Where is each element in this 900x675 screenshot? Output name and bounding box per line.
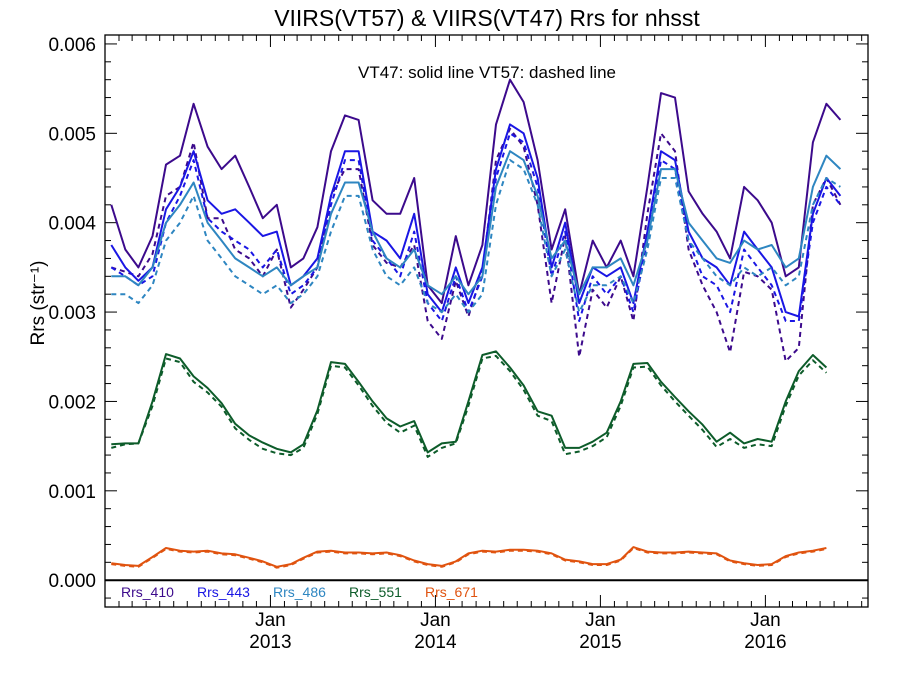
y-tick-label: 0.000	[48, 571, 96, 592]
line-style-annotation: VT47: solid line VT57: dashed line	[358, 63, 616, 82]
x-tick-label: Jan	[750, 610, 781, 631]
series-line	[111, 127, 842, 363]
legend-entry: Rrs_486	[273, 584, 326, 600]
series-line	[110, 78, 842, 305]
y-tick-label: 0.002	[48, 392, 96, 413]
series-line	[111, 354, 828, 458]
x-tick-label: 2014	[414, 632, 457, 653]
x-tick-label: 2013	[249, 632, 291, 653]
y-tick-label: 0.003	[48, 303, 96, 324]
y-tick-label: 0.001	[48, 482, 96, 503]
series-line	[111, 546, 827, 568]
series-line	[110, 132, 842, 322]
legend-entry: Rrs_410	[121, 584, 174, 600]
plot-area: 0.0000.0010.0020.0030.0040.0050.006Jan20…	[48, 34, 869, 653]
y-tick-label: 0.005	[48, 124, 96, 145]
series-line	[111, 159, 841, 314]
series-line	[111, 547, 827, 569]
y-tick-label: 0.004	[48, 214, 96, 235]
plot-frame	[104, 34, 869, 608]
x-tick-label: Jan	[420, 610, 451, 631]
x-tick-label: 2015	[579, 632, 621, 653]
series-line	[110, 123, 842, 318]
y-axis-label: Rrs (str⁻¹)	[28, 261, 49, 346]
series-line	[111, 150, 842, 296]
series-line	[111, 350, 828, 454]
legend-entry: Rrs_443	[197, 584, 250, 600]
legend-entry: Rrs_551	[349, 584, 402, 600]
chart-title: VIIRS(VT57) & VIIRS(VT47) Rrs for nhsst	[274, 5, 700, 31]
x-tick-label: Jan	[255, 610, 286, 631]
legend-entry: Rrs_671	[425, 584, 478, 600]
x-tick-label: Jan	[585, 610, 616, 631]
x-tick-label: 2016	[744, 632, 786, 653]
y-tick-label: 0.006	[48, 35, 96, 56]
